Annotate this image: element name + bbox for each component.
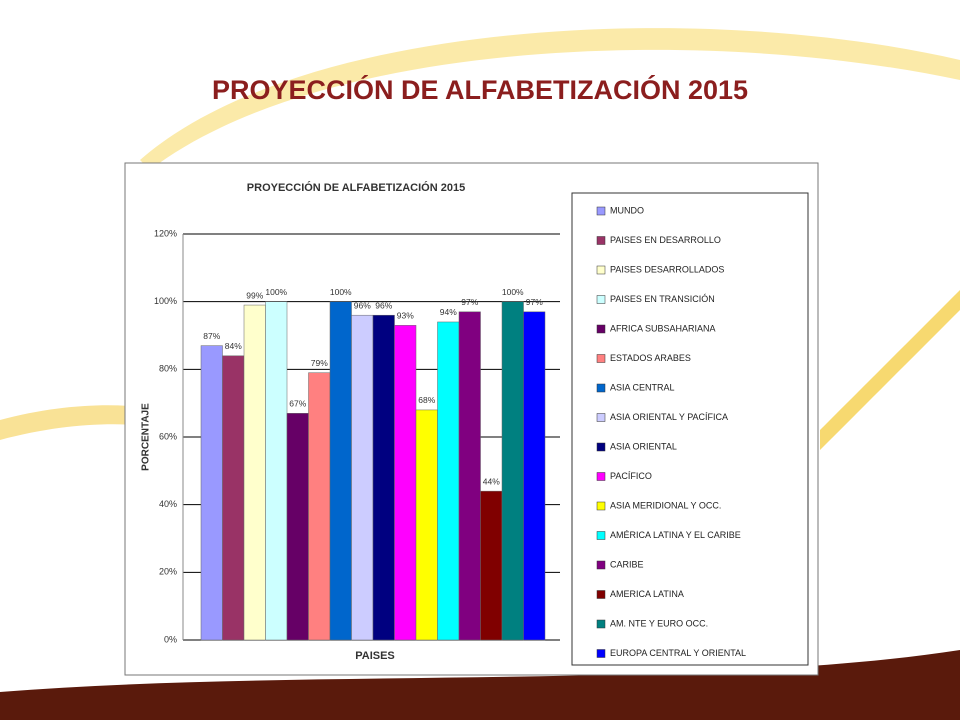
- legend-swatch: [596, 590, 606, 599]
- bar: [480, 490, 503, 641]
- bar: [458, 311, 481, 641]
- legend-label: AMÉRICA LATINA Y EL CARIBE: [610, 530, 741, 540]
- value-label: 84%: [225, 341, 242, 351]
- value-label: 94%: [440, 307, 457, 317]
- bar: [394, 325, 417, 641]
- legend-label: MUNDO: [610, 205, 644, 215]
- y-tick-label: 40%: [159, 499, 177, 509]
- y-tick-label: 60%: [159, 431, 177, 441]
- bar: [523, 311, 546, 641]
- value-label: 68%: [418, 395, 435, 405]
- bottom-band: [0, 650, 960, 720]
- value-label: 99%: [246, 290, 263, 300]
- legend-label: EUROPA CENTRAL Y ORIENTAL: [610, 648, 746, 658]
- bar: [308, 372, 331, 641]
- y-tick-label: 80%: [159, 364, 177, 374]
- legend-swatch: [596, 383, 606, 393]
- legend-label: AMERICA LATINA: [610, 589, 684, 599]
- value-label: 96%: [354, 300, 371, 310]
- legend-swatch: [596, 560, 606, 570]
- legend-label: AFRICA SUBSAHARIANA: [610, 323, 716, 333]
- value-label: 100%: [330, 287, 352, 297]
- y-tick-label: 120%: [154, 228, 177, 238]
- bar: [286, 413, 309, 641]
- legend-swatch: [596, 619, 606, 629]
- decoration: [820, 290, 960, 450]
- legend-label: PAISES EN DESARROLLO: [610, 235, 721, 245]
- legend-swatch: [596, 472, 606, 481]
- decoration: [0, 405, 300, 480]
- x-axis-label: PAISES: [355, 650, 395, 662]
- value-label: 44%: [483, 476, 500, 486]
- legend-swatch: [596, 649, 606, 658]
- y-axis-label: PORCENTAJE: [141, 403, 152, 471]
- legend-swatch: [596, 265, 606, 275]
- legend-swatch: [596, 501, 606, 511]
- legend-swatch: [596, 354, 606, 363]
- legend-label: ESTADOS ARABES: [610, 353, 691, 363]
- y-tick-label: 0%: [164, 634, 177, 644]
- bar: [372, 314, 395, 641]
- legend-box: [571, 192, 809, 666]
- legend-swatch: [596, 413, 606, 422]
- y-tick-label: 20%: [159, 567, 177, 577]
- bar: [501, 301, 524, 641]
- legend-label: CARIBE: [610, 559, 644, 569]
- legend-label: ASIA ORIENTAL Y PACÍFICA: [610, 412, 728, 422]
- bar: [351, 314, 374, 641]
- bar: [415, 409, 438, 641]
- legend-label: ASIA ORIENTAL: [610, 441, 677, 451]
- bar: [265, 301, 288, 641]
- bar: [243, 304, 266, 641]
- value-label: 87%: [203, 331, 220, 341]
- y-tick-label: 100%: [154, 296, 177, 306]
- legend-swatch: [596, 206, 606, 216]
- slide-title: PROYECCIÓN DE ALFABETIZACIÓN 2015: [212, 74, 748, 105]
- legend-label: PAISES EN TRANSICIÓN: [610, 294, 715, 304]
- value-label: 96%: [375, 300, 392, 310]
- legend-swatch: [596, 442, 606, 452]
- value-label: 100%: [502, 287, 524, 297]
- legend-swatch: [596, 324, 606, 334]
- chart-title: PROYECCIÓN DE ALFABETIZACIÓN 2015: [247, 181, 465, 194]
- legend-label: AM. NTE Y EURO OCC.: [610, 618, 708, 628]
- value-label: 79%: [311, 358, 328, 368]
- value-label: 100%: [265, 287, 287, 297]
- bar: [200, 345, 223, 641]
- legend-swatch: [596, 236, 606, 245]
- bar: [222, 355, 245, 641]
- bar: [437, 321, 460, 641]
- legend-swatch: [596, 295, 606, 304]
- value-label: 97%: [461, 297, 478, 307]
- value-label: 67%: [289, 399, 306, 409]
- legend-label: ASIA MERIDIONAL Y OCC.: [610, 500, 721, 510]
- value-label: 97%: [526, 297, 543, 307]
- value-label: 93%: [397, 311, 414, 321]
- legend-label: ASIA CENTRAL: [610, 382, 675, 392]
- bar: [329, 301, 352, 641]
- legend-label: PACÍFICO: [610, 471, 652, 481]
- legend-swatch: [596, 531, 606, 540]
- legend-label: PAISES DESARROLLADOS: [610, 264, 724, 274]
